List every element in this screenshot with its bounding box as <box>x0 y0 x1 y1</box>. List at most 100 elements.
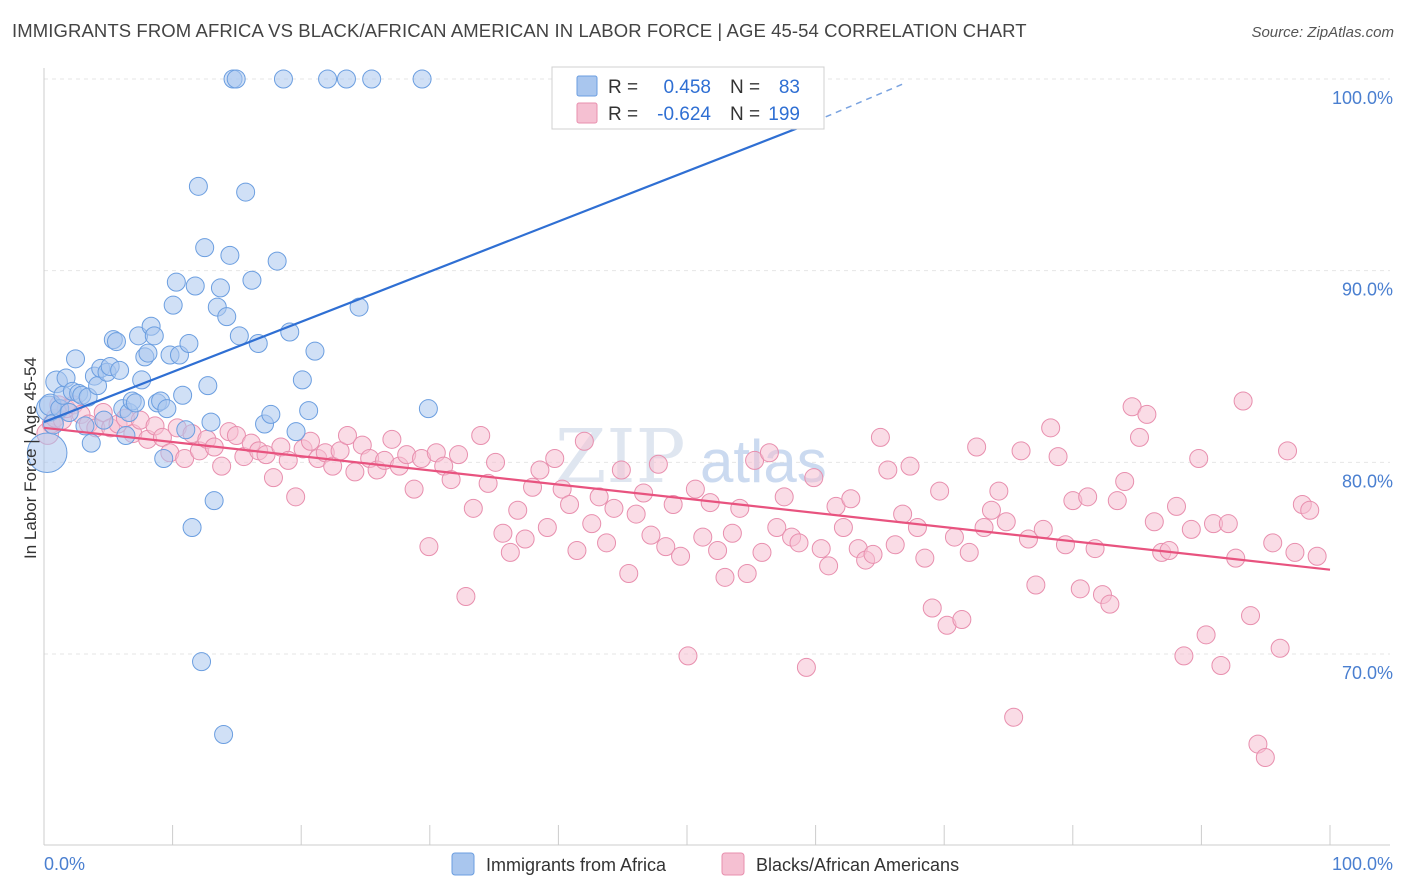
data-point-africa <box>110 360 130 380</box>
data-point-blacks <box>641 525 661 545</box>
y-tick-label: 90.0% <box>1342 280 1393 300</box>
data-point-blacks <box>323 456 343 476</box>
data-point-africa <box>173 385 193 405</box>
data-point-blacks <box>449 445 469 465</box>
data-point-blacks <box>663 495 683 514</box>
data-point-blacks <box>1070 579 1090 599</box>
data-point-blacks <box>722 523 742 543</box>
stats-r-label-blacks: R = <box>608 104 638 125</box>
data-point-africa <box>362 69 382 89</box>
data-point-blacks <box>175 449 195 468</box>
data-point-africa <box>267 251 287 271</box>
data-point-blacks <box>930 481 950 501</box>
trend-lines <box>43 82 1331 571</box>
data-point-africa <box>125 393 145 413</box>
data-point-africa <box>75 416 95 436</box>
data-point-blacks <box>471 426 491 445</box>
data-point-africa <box>195 238 215 258</box>
data-point-africa <box>412 69 432 89</box>
data-point-africa <box>192 652 212 672</box>
stats-swatch-blacks <box>576 102 598 124</box>
data-point-blacks <box>745 450 765 470</box>
data-point-africa <box>163 295 183 315</box>
data-point-blacks <box>1189 449 1209 468</box>
data-point-blacks <box>833 518 853 537</box>
legend-swatch-blacks <box>721 852 745 876</box>
trend-line-africa-extension <box>815 82 906 122</box>
data-point-blacks <box>648 454 668 474</box>
data-point-blacks <box>1300 500 1320 520</box>
data-point-blacks <box>1181 519 1201 539</box>
data-point-blacks <box>878 460 898 480</box>
data-point-blacks <box>404 479 424 499</box>
data-point-africa <box>198 376 218 396</box>
data-point-africa <box>214 725 234 744</box>
data-point-blacks <box>789 533 809 553</box>
data-point-blacks <box>1196 625 1216 645</box>
data-point-blacks <box>337 426 357 445</box>
data-point-africa <box>418 399 438 419</box>
data-point-blacks <box>1018 529 1038 549</box>
data-point-blacks <box>1107 491 1127 511</box>
stats-r-value-blacks: -0.624 <box>657 104 711 125</box>
data-point-blacks <box>611 460 631 480</box>
data-point-blacks <box>1167 496 1187 516</box>
data-point-blacks <box>441 470 461 490</box>
y-tick-label: 80.0% <box>1342 471 1393 491</box>
data-point-africa <box>305 341 325 361</box>
data-point-africa <box>242 270 262 290</box>
data-point-africa <box>157 399 177 419</box>
data-point-blacks <box>893 504 913 524</box>
data-point-blacks <box>804 468 824 488</box>
data-point-blacks <box>708 541 728 560</box>
data-point-blacks <box>212 456 232 476</box>
data-point-africa <box>66 349 86 369</box>
data-point-blacks <box>545 449 565 468</box>
data-point-blacks <box>1011 441 1031 461</box>
data-point-blacks <box>1137 404 1157 424</box>
series-blacks-points <box>36 391 1327 767</box>
data-point-africa <box>220 245 240 265</box>
data-point-blacks <box>1129 427 1149 447</box>
data-point-blacks <box>226 426 246 445</box>
data-point-africa <box>94 410 114 430</box>
y-axis-label: In Labor Force | Age 45-54 <box>21 357 40 559</box>
data-point-blacks <box>382 429 402 449</box>
data-point-blacks <box>286 487 306 507</box>
data-point-blacks <box>530 460 550 480</box>
x-tick-label: 100.0% <box>1332 854 1393 874</box>
data-point-blacks <box>463 498 483 518</box>
data-point-blacks <box>478 473 498 493</box>
data-point-blacks <box>567 541 587 560</box>
data-point-blacks <box>730 498 750 518</box>
data-point-blacks <box>1263 533 1283 553</box>
stats-n-label-africa: N = <box>730 77 760 98</box>
data-point-blacks <box>1285 542 1305 562</box>
data-point-africa <box>318 69 338 89</box>
x-tick-labels: 0.0% 100.0% <box>44 854 1393 874</box>
stats-legend: R = 0.458 N = 83 R = -0.624 N = 199 <box>551 66 825 130</box>
data-point-blacks <box>1033 519 1053 539</box>
stats-n-value-africa: 83 <box>779 77 800 98</box>
data-point-blacks <box>574 431 594 451</box>
stats-r-value-africa: 0.458 <box>663 77 711 98</box>
data-point-blacks <box>1122 397 1142 417</box>
gridlines <box>44 78 1390 655</box>
data-point-africa <box>210 278 230 298</box>
x-tick-label: 0.0% <box>44 854 85 874</box>
data-point-africa <box>248 334 268 353</box>
data-point-blacks <box>345 462 365 482</box>
data-point-blacks <box>907 518 927 537</box>
data-point-blacks <box>1041 418 1061 438</box>
data-point-blacks <box>419 537 439 557</box>
trend-line-africa <box>43 120 816 424</box>
data-point-blacks <box>486 452 506 472</box>
data-point-africa <box>144 326 164 346</box>
data-point-blacks <box>952 610 972 629</box>
legend-label-blacks: Blacks/African Americans <box>756 855 959 875</box>
data-point-africa <box>185 276 205 296</box>
data-point-blacks <box>1218 514 1238 534</box>
data-point-blacks <box>263 468 283 488</box>
data-point-blacks <box>715 567 735 587</box>
data-point-africa <box>201 412 221 432</box>
